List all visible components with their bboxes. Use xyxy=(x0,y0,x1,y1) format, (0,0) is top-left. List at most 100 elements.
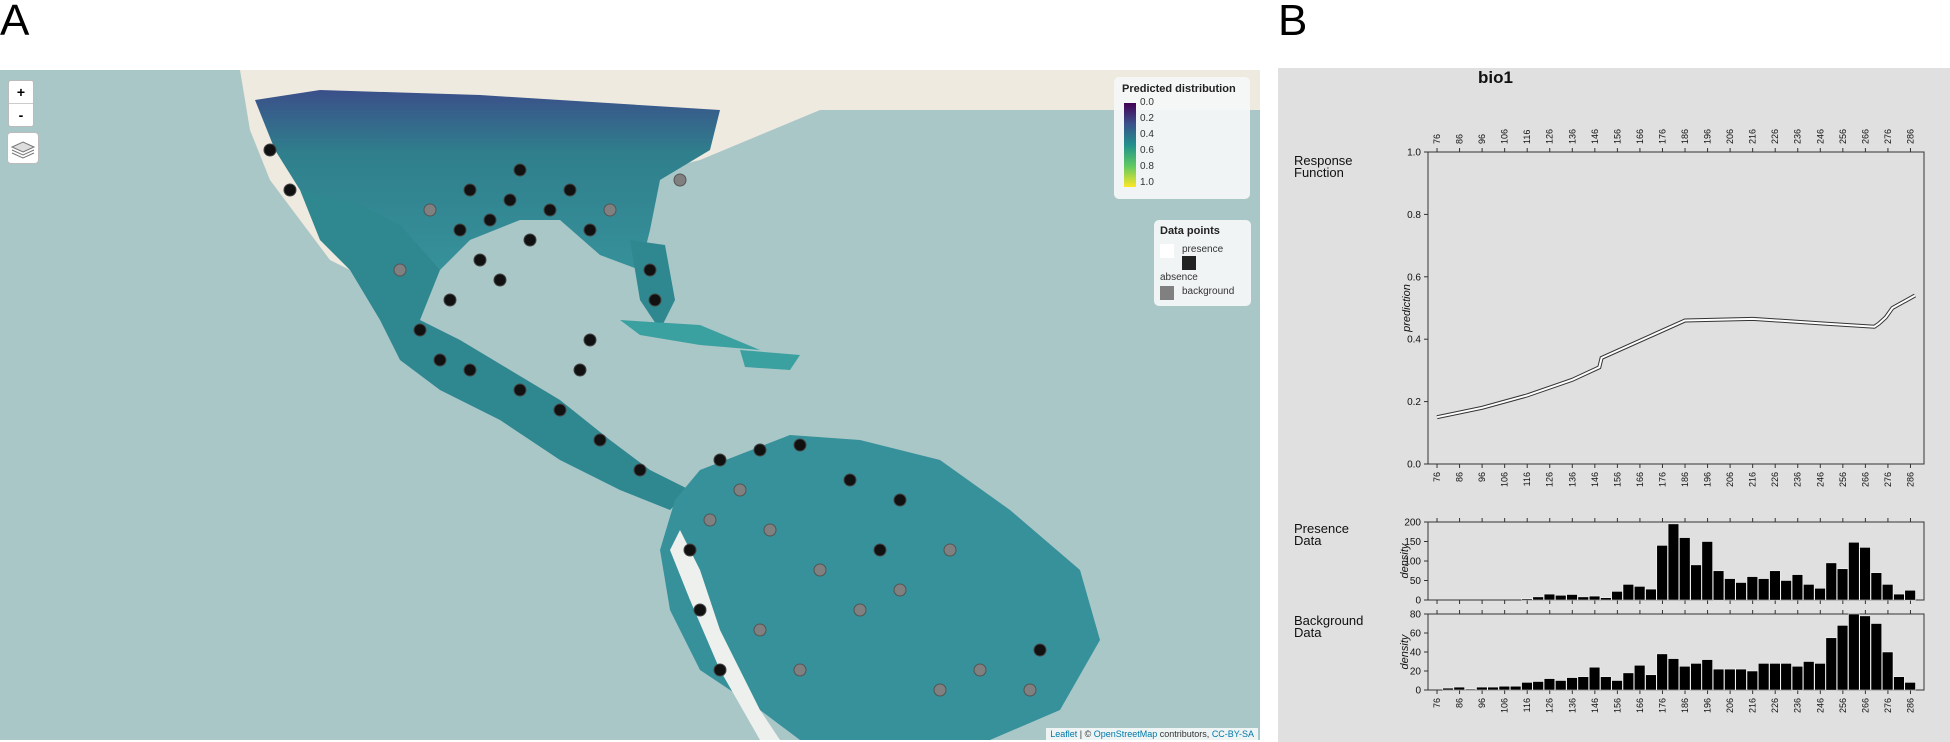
bottom-x-tick-label: 236 xyxy=(1793,698,1803,713)
legend-tick: 0.2 xyxy=(1140,113,1154,124)
histogram-bar xyxy=(1870,623,1882,691)
histogram-bar xyxy=(1588,595,1601,601)
mid-x-tick-label: 156 xyxy=(1612,472,1622,487)
histogram-bar xyxy=(1870,572,1882,601)
bottom-x-tick-label: 116 xyxy=(1522,698,1532,712)
bottom-x-tick-label: 176 xyxy=(1657,698,1667,713)
histogram-bar xyxy=(1656,653,1668,691)
panel-label-line2: Data xyxy=(1294,625,1322,640)
panel-label-line2: Data xyxy=(1294,533,1322,548)
histogram-bar xyxy=(1836,568,1849,601)
zoom-control: + - xyxy=(8,80,34,127)
histogram-bar xyxy=(1464,688,1477,691)
mid-x-tick-label: 236 xyxy=(1793,472,1803,487)
top-x-tick-label: 86 xyxy=(1455,134,1465,144)
panel-a-label: A xyxy=(0,0,30,45)
histogram-bar xyxy=(1690,564,1702,601)
top-x-tick-label: 256 xyxy=(1838,129,1848,144)
histogram-bar xyxy=(1498,685,1510,691)
absence-label: absence xyxy=(1160,272,1198,283)
mid-x-tick-label: 276 xyxy=(1883,472,1893,487)
usa-prediction xyxy=(255,90,720,270)
histogram-bar xyxy=(1566,594,1578,601)
histogram-bar xyxy=(1521,598,1533,601)
histogram-bar xyxy=(1600,597,1612,601)
histogram-bar xyxy=(1634,586,1646,601)
legend-tick: 0.6 xyxy=(1140,145,1154,156)
histogram-bar xyxy=(1487,686,1499,691)
y-tick-label: 0.4 xyxy=(1407,335,1421,346)
bottom-x-tick-label: 196 xyxy=(1703,698,1713,713)
histogram-bar xyxy=(1532,596,1544,601)
histogram-bar xyxy=(1758,663,1770,691)
presence-points-cluster xyxy=(263,143,1047,677)
y-tick-label: 50 xyxy=(1410,576,1422,587)
histogram-bar xyxy=(1600,676,1612,691)
histogram-bar xyxy=(1814,588,1826,601)
histogram-bar xyxy=(1510,685,1522,691)
attribution-sep: | © xyxy=(1077,729,1094,739)
y-axis-label: prediction xyxy=(1401,284,1413,333)
license-link[interactable]: CC-BY-SA xyxy=(1211,729,1254,739)
histogram-bar xyxy=(1735,582,1747,601)
panel-b-label: B xyxy=(1278,0,1308,45)
predicted-color-scale xyxy=(1124,103,1136,187)
histogram-bar xyxy=(1453,686,1465,691)
bottom-x-tick-label: 166 xyxy=(1635,698,1645,713)
y-tick-label: 0.8 xyxy=(1407,210,1421,221)
top-x-tick-label: 236 xyxy=(1793,129,1803,144)
histogram-bar xyxy=(1690,663,1702,691)
layers-icon xyxy=(10,141,36,159)
top-x-tick-label: 106 xyxy=(1500,129,1510,144)
y-tick-label: 100 xyxy=(1404,557,1421,568)
histogram-bar xyxy=(1780,580,1792,601)
leaflet-link[interactable]: Leaflet xyxy=(1050,729,1078,739)
absence-swatch xyxy=(1182,256,1196,270)
mid-x-tick-label: 96 xyxy=(1477,472,1487,482)
histogram-bar xyxy=(1679,666,1691,691)
panel-label-line1: Background xyxy=(1294,613,1363,628)
histogram-bar xyxy=(1645,674,1657,691)
layers-control-button[interactable] xyxy=(7,132,39,164)
histogram-bar xyxy=(1758,578,1770,601)
zoom-in-button[interactable]: + xyxy=(9,81,33,104)
mid-x-tick-label: 266 xyxy=(1860,472,1870,487)
bottom-x-tick-label: 146 xyxy=(1590,698,1600,713)
histogram-bar xyxy=(1543,678,1556,691)
bottom-x-tick-label: 216 xyxy=(1748,698,1758,713)
top-x-tick-label: 206 xyxy=(1725,129,1735,144)
histogram-bar xyxy=(1904,682,1916,691)
bottom-x-tick-label: 106 xyxy=(1500,698,1510,713)
bottom-x-tick-label: 226 xyxy=(1770,698,1780,713)
y-tick-label: 200 xyxy=(1404,518,1421,529)
map-attribution: Leaflet | © OpenStreetMap contributors, … xyxy=(1046,728,1258,740)
hispaniola-island xyxy=(740,350,800,370)
histogram-bar xyxy=(1555,595,1567,601)
zoom-out-button[interactable]: - xyxy=(18,107,24,123)
top-x-tick-label: 76 xyxy=(1432,134,1442,144)
histogram-bar xyxy=(1724,668,1736,691)
plot-frame-0 xyxy=(1427,151,1925,465)
bottom-x-tick-label: 266 xyxy=(1860,698,1870,713)
mid-x-tick-label: 136 xyxy=(1567,472,1577,487)
top-x-tick-label: 226 xyxy=(1770,129,1780,144)
histogram-bar xyxy=(1634,665,1646,691)
distribution-map[interactable]: + - Predicted distribution 0.0 0.2 0.4 0… xyxy=(0,70,1260,740)
mid-x-tick-label: 176 xyxy=(1657,472,1667,487)
legend-tick: 0.0 xyxy=(1140,97,1154,108)
mid-x-tick-label: 76 xyxy=(1432,472,1442,482)
histogram-bar xyxy=(1746,576,1758,601)
top-x-tick-label: 136 xyxy=(1567,129,1577,144)
osm-link[interactable]: OpenStreetMap xyxy=(1093,729,1158,739)
histogram-bar xyxy=(1791,574,1804,601)
histogram-bar xyxy=(1904,590,1916,601)
andes-white xyxy=(670,530,780,740)
histogram-bar xyxy=(1532,681,1544,691)
mid-x-tick-label: 106 xyxy=(1500,472,1510,487)
legend-tick: 1.0 xyxy=(1140,177,1154,188)
panel-label-line1: Presence xyxy=(1294,521,1349,536)
y-tick-label: 0 xyxy=(1415,596,1421,607)
histogram-bar xyxy=(1859,615,1871,691)
legend-tick: 0.8 xyxy=(1140,161,1154,172)
